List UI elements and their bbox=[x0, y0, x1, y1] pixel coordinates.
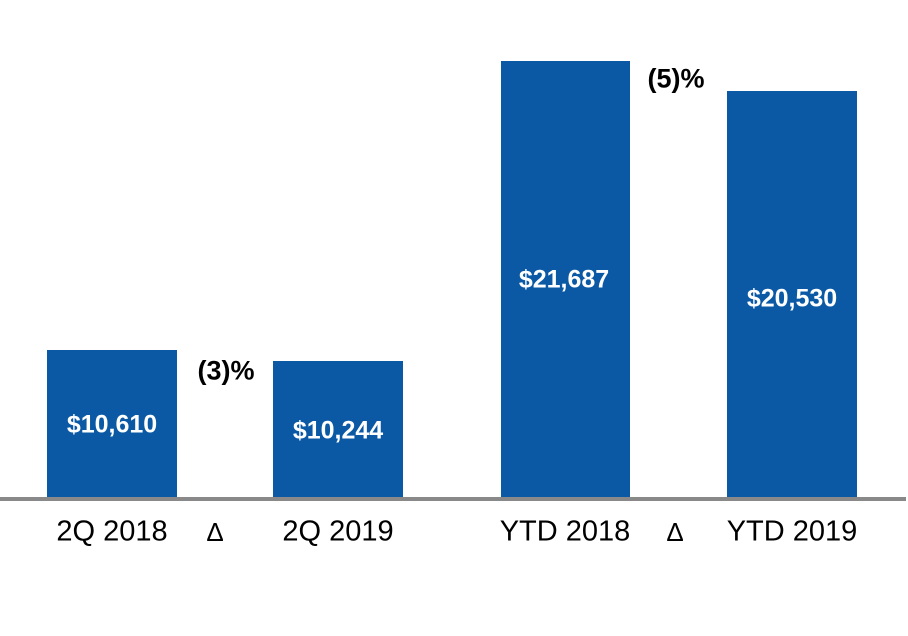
delta-annotation-ytd: (5)% bbox=[647, 63, 705, 94]
delta-symbol-ytd: Δ bbox=[666, 517, 684, 547]
delta-symbol-2q: Δ bbox=[206, 517, 224, 547]
x-axis-label-ytd-2019: YTD 2019 bbox=[726, 515, 858, 548]
bar-2q-2018 bbox=[47, 350, 177, 497]
x-axis-label-2q-2018: 2Q 2018 bbox=[56, 515, 168, 548]
x-axis-label-2q-2019: 2Q 2019 bbox=[282, 515, 394, 548]
bar-value-label-2q-2018: $10,610 bbox=[66, 410, 158, 439]
bar-ytd-2019 bbox=[727, 91, 857, 497]
bar-value-label-ytd-2018: $21,687 bbox=[518, 265, 610, 294]
x-axis-line bbox=[0, 497, 906, 501]
bar-ytd-2018 bbox=[501, 61, 630, 497]
bar-value-label-ytd-2019: $20,530 bbox=[746, 284, 838, 313]
delta-annotation-2q: (3)% bbox=[197, 355, 255, 386]
bar-2q-2019 bbox=[273, 361, 403, 497]
bar-value-label-2q-2019: $10,244 bbox=[292, 416, 384, 445]
x-axis-label-ytd-2018: YTD 2018 bbox=[499, 515, 631, 548]
